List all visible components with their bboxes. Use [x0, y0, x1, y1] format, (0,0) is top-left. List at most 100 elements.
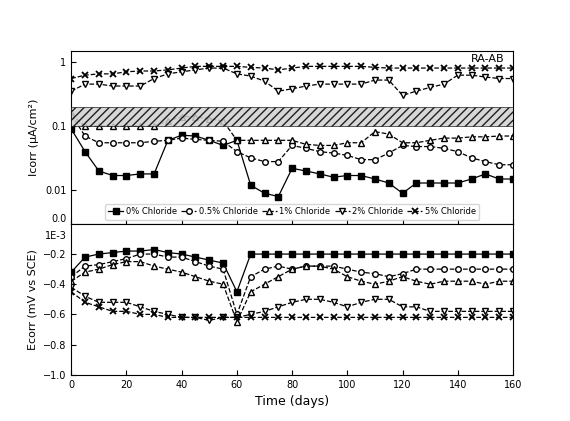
- 2% Chloride: [303, 83, 310, 88]
- 0.5% Chloride: [234, 149, 241, 154]
- 1% Chloride: [261, 138, 268, 143]
- 5% Chloride: [123, 69, 130, 75]
- 5% Chloride: [192, 64, 199, 69]
- 1% Chloride: [288, 138, 295, 143]
- 0% Chloride: [234, 138, 241, 143]
- 5% Chloride: [234, 64, 241, 69]
- 0% Chloride: [109, 173, 116, 178]
- 0.5% Chloride: [496, 162, 503, 167]
- 0.5% Chloride: [95, 140, 102, 145]
- 0% Chloride: [288, 166, 295, 171]
- 2% Chloride: [206, 66, 213, 71]
- 0.5% Chloride: [288, 143, 295, 148]
- 2% Chloride: [344, 82, 351, 87]
- Line: 0.5% Chloride: 0.5% Chloride: [68, 112, 516, 168]
- 0.5% Chloride: [330, 151, 337, 156]
- 1% Chloride: [234, 138, 241, 143]
- 1% Chloride: [206, 116, 213, 121]
- 0% Chloride: [178, 133, 185, 138]
- 0.5% Chloride: [427, 144, 434, 149]
- 2% Chloride: [165, 71, 172, 76]
- 2% Chloride: [68, 88, 75, 93]
- 5% Chloride: [372, 65, 378, 70]
- 0% Chloride: [123, 173, 130, 178]
- 1% Chloride: [275, 138, 282, 143]
- 0.5% Chloride: [482, 159, 489, 164]
- 1% Chloride: [496, 133, 503, 139]
- 2% Chloride: [219, 66, 226, 71]
- 0.5% Chloride: [150, 139, 157, 144]
- 5% Chloride: [399, 66, 406, 71]
- Legend: 0% Chloride, 0.5% Chloride, 1% Chloride, 2% Chloride, 5% Chloride: 0% Chloride, 0.5% Chloride, 1% Chloride,…: [105, 204, 479, 220]
- 1% Chloride: [192, 114, 199, 119]
- 5% Chloride: [303, 64, 310, 69]
- 1% Chloride: [454, 136, 461, 141]
- 5% Chloride: [109, 71, 116, 76]
- 2% Chloride: [385, 77, 392, 83]
- 2% Chloride: [330, 82, 337, 87]
- 2% Chloride: [178, 69, 185, 75]
- X-axis label: Time (days): Time (days): [255, 395, 329, 408]
- 0.5% Chloride: [123, 140, 130, 145]
- 2% Chloride: [82, 82, 88, 87]
- 0.5% Chloride: [468, 155, 475, 160]
- 2% Chloride: [454, 73, 461, 78]
- 0% Chloride: [303, 168, 310, 173]
- 0% Chloride: [482, 171, 489, 176]
- 1% Chloride: [413, 140, 420, 145]
- 5% Chloride: [316, 64, 323, 69]
- 1% Chloride: [68, 112, 75, 117]
- 0% Chloride: [165, 138, 172, 143]
- 5% Chloride: [178, 66, 185, 71]
- 2% Chloride: [316, 82, 323, 87]
- 0.5% Chloride: [385, 151, 392, 156]
- 0.5% Chloride: [344, 153, 351, 158]
- 5% Chloride: [482, 66, 489, 71]
- 1% Chloride: [510, 133, 516, 139]
- 5% Chloride: [247, 65, 254, 70]
- 0% Chloride: [82, 149, 88, 154]
- 0.5% Chloride: [441, 146, 447, 151]
- 0% Chloride: [454, 181, 461, 186]
- 1% Chloride: [150, 123, 157, 128]
- 0.5% Chloride: [275, 159, 282, 164]
- 5% Chloride: [206, 64, 213, 69]
- 1% Chloride: [137, 123, 144, 128]
- 0.5% Chloride: [137, 140, 144, 145]
- 5% Chloride: [510, 66, 516, 71]
- 0.5% Chloride: [399, 143, 406, 148]
- Text: RA-AB: RA-AB: [471, 54, 504, 64]
- 0.5% Chloride: [192, 137, 199, 142]
- 0% Chloride: [510, 176, 516, 181]
- 5% Chloride: [275, 67, 282, 72]
- 5% Chloride: [288, 66, 295, 71]
- 5% Chloride: [150, 69, 157, 74]
- 0.5% Chloride: [316, 149, 323, 154]
- 0.5% Chloride: [178, 136, 185, 141]
- 5% Chloride: [441, 66, 447, 71]
- 0% Chloride: [247, 183, 254, 188]
- 1% Chloride: [123, 123, 130, 128]
- 1% Chloride: [358, 140, 365, 145]
- 0% Chloride: [372, 176, 378, 181]
- Line: 5% Chloride: 5% Chloride: [68, 64, 516, 81]
- 1% Chloride: [316, 143, 323, 148]
- 1% Chloride: [303, 142, 310, 147]
- 2% Chloride: [261, 79, 268, 84]
- 0% Chloride: [68, 126, 75, 131]
- 1% Chloride: [441, 136, 447, 141]
- 0% Chloride: [95, 168, 102, 173]
- 1% Chloride: [82, 123, 88, 128]
- 1% Chloride: [482, 134, 489, 139]
- 0.5% Chloride: [413, 144, 420, 149]
- Text: 1E-3: 1E-3: [45, 231, 67, 241]
- 0.5% Chloride: [303, 146, 310, 151]
- 1% Chloride: [399, 140, 406, 145]
- 5% Chloride: [344, 64, 351, 69]
- 0% Chloride: [330, 175, 337, 180]
- 0% Chloride: [261, 191, 268, 196]
- 5% Chloride: [137, 69, 144, 74]
- 0.5% Chloride: [165, 138, 172, 143]
- 1% Chloride: [385, 132, 392, 137]
- 2% Chloride: [234, 71, 241, 76]
